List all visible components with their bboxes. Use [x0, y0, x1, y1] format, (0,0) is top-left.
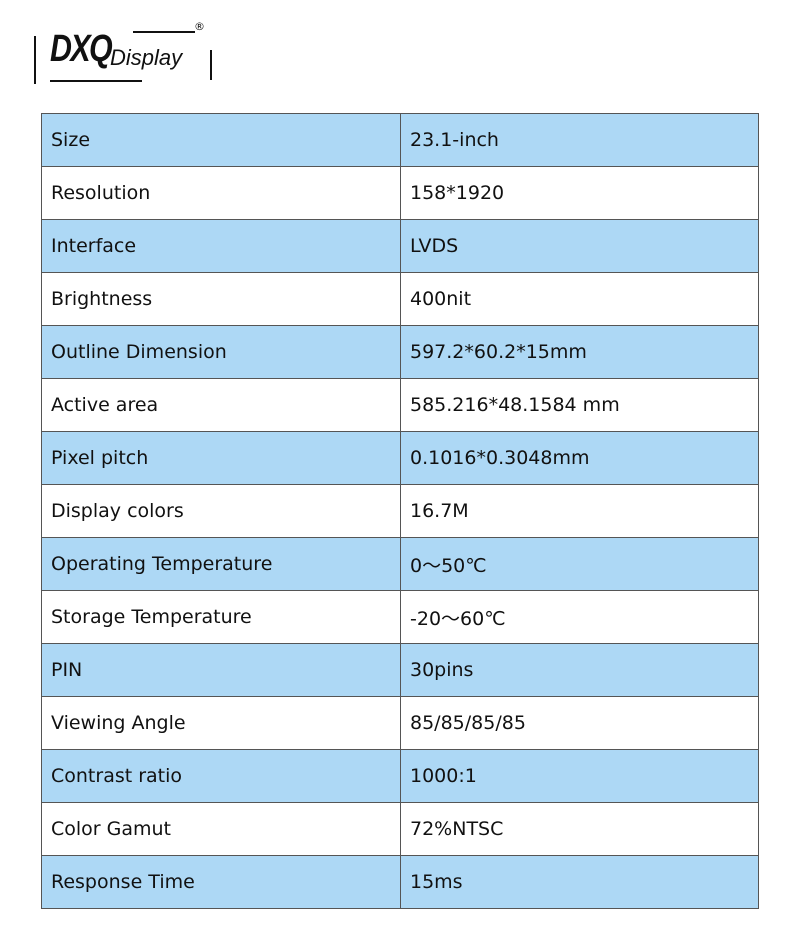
spec-label: Response Time [41, 855, 401, 909]
spec-value: 1000:1 [400, 749, 759, 803]
spec-row: Size 23.1-inch [41, 113, 759, 167]
spec-row: Operating Temperature 0～50℃ [41, 537, 759, 591]
spec-value: 85/85/85/85 [400, 696, 759, 750]
spec-value: LVDS [400, 219, 759, 273]
dxq-display-logo: DXQ Display ® [30, 18, 220, 88]
spec-value: 158*1920 [400, 166, 759, 220]
logo-divider [133, 31, 195, 33]
spec-value: 15ms [400, 855, 759, 909]
logo-divider [34, 36, 36, 84]
spec-row: Viewing Angle 85/85/85/85 [41, 696, 759, 750]
spec-label: Storage Temperature [41, 590, 401, 644]
spec-label: Outline Dimension [41, 325, 401, 379]
spec-row: Outline Dimension 597.2*60.2*15mm [41, 325, 759, 379]
spec-value: 0～50℃ [400, 537, 759, 591]
spec-label: PIN [41, 643, 401, 697]
logo-divider [50, 80, 142, 82]
spec-table: Size 23.1-inch Resolution 158*1920 Interface… [41, 113, 759, 909]
spec-label: Size [41, 113, 401, 167]
spec-value: 23.1-inch [400, 113, 759, 167]
spec-label: Interface [41, 219, 401, 273]
spec-value: 16.7M [400, 484, 759, 538]
spec-row: Response Time 15ms [41, 855, 759, 909]
spec-label: Operating Temperature [41, 537, 401, 591]
spec-value: 400nit [400, 272, 759, 326]
spec-row: Active area 585.216*48.1584 mm [41, 378, 759, 432]
spec-row: Color Gamut 72%NTSC [41, 802, 759, 856]
spec-value: 0.1016*0.3048mm [400, 431, 759, 485]
spec-label: Brightness [41, 272, 401, 326]
spec-label: Pixel pitch [41, 431, 401, 485]
spec-label: Contrast ratio [41, 749, 401, 803]
spec-row: Pixel pitch 0.1016*0.3048mm [41, 431, 759, 485]
spec-row: Contrast ratio 1000:1 [41, 749, 759, 803]
spec-value: 72%NTSC [400, 802, 759, 856]
spec-value: 597.2*60.2*15mm [400, 325, 759, 379]
spec-row: Display colors 16.7M [41, 484, 759, 538]
registered-mark: ® [194, 20, 205, 33]
spec-label: Resolution [41, 166, 401, 220]
logo-sub-text: Display [110, 45, 183, 70]
spec-value: 585.216*48.1584 mm [400, 378, 759, 432]
spec-label: Color Gamut [41, 802, 401, 856]
spec-value: -20～60℃ [400, 590, 759, 644]
spec-row: PIN 30pins [41, 643, 759, 697]
spec-row: Interface LVDS [41, 219, 759, 273]
logo-brand-text: DXQ [50, 28, 113, 70]
spec-row: Brightness 400nit [41, 272, 759, 326]
spec-value: 30pins [400, 643, 759, 697]
logo-divider [210, 50, 212, 80]
spec-label: Active area [41, 378, 401, 432]
spec-row: Resolution 158*1920 [41, 166, 759, 220]
spec-label: Viewing Angle [41, 696, 401, 750]
spec-label: Display colors [41, 484, 401, 538]
spec-row: Storage Temperature -20～60℃ [41, 590, 759, 644]
